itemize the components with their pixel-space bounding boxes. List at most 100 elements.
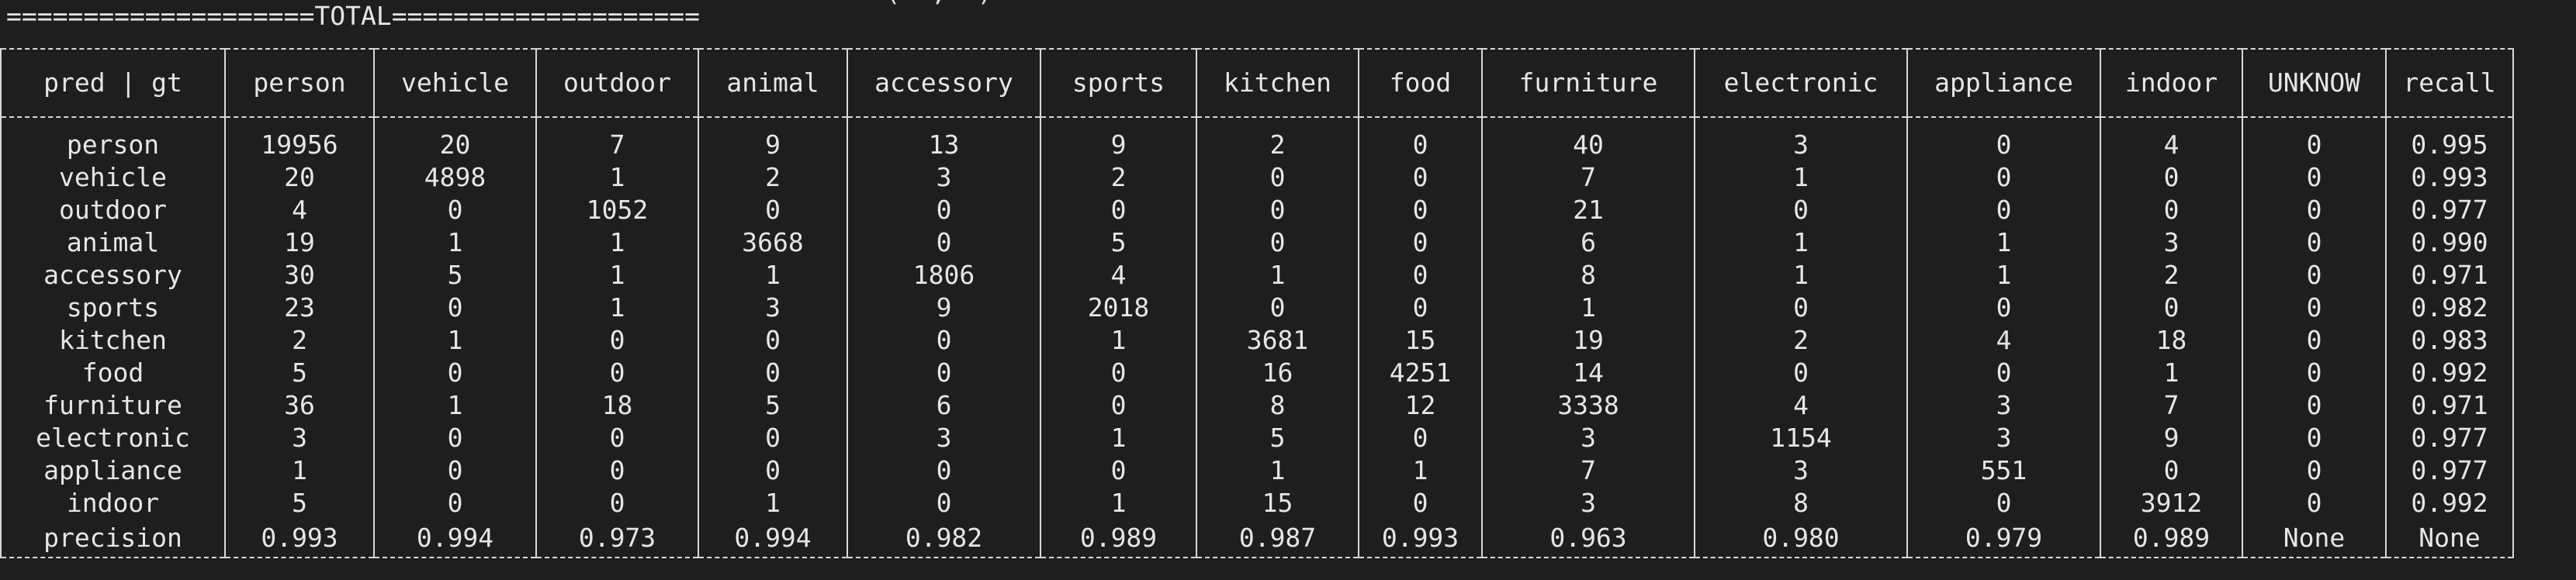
table-cell: 1 <box>1694 226 1907 259</box>
table-cell: 0 <box>847 324 1040 357</box>
table-cell: 3 <box>1694 454 1907 487</box>
table-cell: 21 <box>1481 194 1695 226</box>
table-cell: 1 <box>1694 259 1907 292</box>
row-label: food <box>0 357 225 389</box>
table-cell: 0 <box>1358 226 1482 259</box>
column-header: recall <box>2385 48 2514 118</box>
row-label: precision <box>0 520 225 558</box>
table-cell: 0 <box>2242 259 2386 292</box>
column-header: furniture <box>1481 48 1695 118</box>
column-header: indoor <box>2100 48 2242 118</box>
table-cell: 0 <box>1358 194 1482 226</box>
table-row: animal 19 1 1 3668 0 5 0 0 6 1 1 3 0 0.990 <box>0 226 2514 259</box>
table-cell: 0 <box>1196 226 1359 259</box>
row-label: electronic <box>0 422 225 454</box>
table-cell: 2 <box>1196 117 1359 161</box>
table-cell: 0 <box>1196 292 1359 324</box>
table-cell: 0 <box>698 454 847 487</box>
table-cell: 15 <box>1196 487 1359 520</box>
table-cell: 36 <box>224 389 374 422</box>
row-label: animal <box>0 226 225 259</box>
recall-cell: 0.990 <box>2385 226 2514 259</box>
table-cell: 0 <box>847 226 1040 259</box>
table-cell: 0 <box>847 357 1040 389</box>
column-header: outdoor <box>535 48 698 118</box>
table-cell: 0 <box>698 357 847 389</box>
table-cell: 0 <box>1040 389 1196 422</box>
table-cell: 9 <box>847 292 1040 324</box>
table-cell: 1 <box>698 487 847 520</box>
table-cell: 3 <box>847 161 1040 194</box>
table-cell: 1 <box>1906 259 2100 292</box>
table-row: furniture 36 1 18 5 6 0 8 12 3338 4 3 7 0 0.971 <box>0 389 2514 422</box>
row-label: indoor <box>0 487 225 520</box>
table-cell: 3 <box>847 422 1040 454</box>
table-row: indoor 5 0 0 1 0 1 15 0 3 8 0 3912 0 0.992 <box>0 487 2514 520</box>
confusion-matrix-table: pred | gt person vehicle outdoor animal acces… <box>0 48 2514 558</box>
table-cell: 5 <box>1196 422 1359 454</box>
row-label: person <box>0 117 225 161</box>
table-cell: 18 <box>2100 324 2242 357</box>
column-header: accessory <box>847 48 1040 118</box>
recall-cell: 0.971 <box>2385 259 2514 292</box>
table-cell: 1 <box>698 259 847 292</box>
table-cell: 0 <box>535 324 698 357</box>
cut-off-output-line: = = = = = = = = = = = = = = = = = = = = … <box>6 0 993 9</box>
recall-cell: 0.983 <box>2385 324 2514 357</box>
recall-cell: 0.971 <box>2385 389 2514 422</box>
table-cell: 8 <box>1196 389 1359 422</box>
table-cell: 1154 <box>1694 422 1907 454</box>
table-cell: 0 <box>1040 194 1196 226</box>
table-cell: 0.980 <box>1694 520 1907 558</box>
table-cell: 0 <box>535 357 698 389</box>
table-cell: 5 <box>224 487 374 520</box>
total-banner: ====================TOTAL===============… <box>6 1 701 31</box>
table-cell: 0 <box>2242 454 2386 487</box>
table-cell: 3 <box>224 422 374 454</box>
table-cell: 0 <box>2242 422 2386 454</box>
table-cell: 2 <box>2100 259 2242 292</box>
row-label: appliance <box>0 454 225 487</box>
table-cell: 4 <box>1040 259 1196 292</box>
table-cell: 19956 <box>224 117 374 161</box>
table-row: vehicle 20 4898 1 2 3 2 0 0 7 1 0 0 0 0.993 <box>0 161 2514 194</box>
recall-cell: 0.977 <box>2385 194 2514 226</box>
row-label: kitchen <box>0 324 225 357</box>
table-cell: 1 <box>1358 454 1482 487</box>
table-cell: 0 <box>2242 161 2386 194</box>
table-cell: 1 <box>1040 422 1196 454</box>
table-cell: 0.994 <box>373 520 536 558</box>
column-header: kitchen <box>1196 48 1359 118</box>
table-cell: 4 <box>224 194 374 226</box>
table-cell: 5 <box>698 389 847 422</box>
table-cell: 0 <box>373 194 536 226</box>
table-cell: 2 <box>1694 324 1907 357</box>
table-cell: 1 <box>1196 454 1359 487</box>
table-cell: 20 <box>224 161 374 194</box>
table-cell: 3 <box>1906 422 2100 454</box>
table-cell: 7 <box>535 117 698 161</box>
table-cell: 0.989 <box>2100 520 2242 558</box>
recall-cell: 0.992 <box>2385 487 2514 520</box>
table-cell: 4 <box>1906 324 2100 357</box>
table-cell: 1806 <box>847 259 1040 292</box>
table-cell: 20 <box>373 117 536 161</box>
table-cell: 1 <box>373 389 536 422</box>
table-cell: 18 <box>535 389 698 422</box>
table-cell: 0.963 <box>1481 520 1695 558</box>
table-cell: 1052 <box>535 194 698 226</box>
table-cell: 0.979 <box>1906 520 2100 558</box>
table-cell: 0 <box>847 487 1040 520</box>
header-corner-cell: pred | gt <box>0 48 225 118</box>
table-cell: 0 <box>1358 259 1482 292</box>
recall-cell: 0.982 <box>2385 292 2514 324</box>
table-cell: 0 <box>1694 292 1907 324</box>
table-cell: 3338 <box>1481 389 1695 422</box>
table-cell: 1 <box>535 292 698 324</box>
table-cell: 9 <box>2100 422 2242 454</box>
header-row: pred | gt person vehicle outdoor animal acces… <box>0 48 2514 118</box>
table-cell: 1 <box>1694 161 1907 194</box>
table-cell: 1 <box>373 226 536 259</box>
table-cell: None <box>2242 520 2386 558</box>
table-cell: 19 <box>1481 324 1695 357</box>
